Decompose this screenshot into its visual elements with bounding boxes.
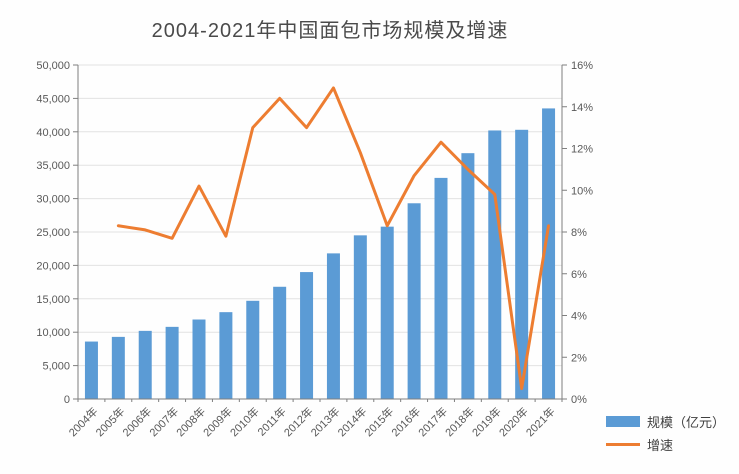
right-axis-label: 12% (571, 144, 593, 156)
right-axis-label: 14% (571, 102, 593, 114)
bar-2005 (111, 336, 125, 399)
left-axis-label: 15,000 (36, 294, 70, 306)
bar-2013 (326, 253, 340, 399)
x-axis-label: 2017年 (415, 404, 450, 439)
x-axis-label: 2012年 (281, 404, 316, 439)
left-axis-labels: 0 5,000 10,000 15,000 20,000 25,000 30,000 35,0… (36, 60, 70, 406)
left-axis-label: 20,000 (36, 260, 70, 272)
bar-2007 (165, 326, 179, 399)
legend-item-growth: 增速 (606, 433, 725, 456)
x-axis-label: 2016年 (388, 404, 423, 439)
x-axis-label: 2013年 (308, 404, 343, 439)
legend: 规模（亿元） 增速 (606, 410, 725, 456)
bar-2009 (219, 312, 233, 399)
bar-2016 (407, 203, 421, 399)
legend-item-scale: 规模（亿元） (606, 410, 725, 433)
growth-line (116, 86, 551, 391)
bar-2020 (515, 129, 529, 399)
x-axis-label: 2010年 (227, 404, 262, 439)
x-axis-label: 2019年 (469, 404, 504, 439)
x-axis-label: 2006年 (119, 404, 154, 439)
right-axis-label: 10% (571, 185, 593, 197)
bar-2008 (192, 319, 206, 399)
bar-2011 (273, 286, 287, 399)
bar-2012 (300, 272, 314, 399)
right-axis-label: 0% (571, 394, 587, 406)
x-axis-label: 2008年 (173, 404, 208, 439)
bar-2018 (461, 153, 475, 399)
x-axis-label: 2020年 (496, 404, 531, 439)
bar-2014 (353, 235, 367, 399)
bar-2015 (380, 226, 394, 399)
x-axis-label: 2014年 (334, 404, 369, 439)
right-axis-label: 8% (571, 227, 587, 239)
left-axis-label: 35,000 (36, 160, 70, 172)
x-axis-label: 2021年 (523, 404, 558, 439)
x-axis-label: 2004年 (66, 404, 101, 439)
left-axis-label: 40,000 (36, 127, 70, 139)
right-axis-label: 6% (571, 269, 587, 281)
right-axis-label: 16% (571, 60, 593, 72)
bar-2010 (246, 300, 260, 399)
legend-label-growth: 增速 (647, 438, 674, 453)
left-axis-label: 25,000 (36, 227, 70, 239)
left-axis-label: 5,000 (42, 361, 70, 373)
x-axis-label: 2009年 (200, 404, 235, 439)
legend-bar-swatch (606, 416, 640, 427)
right-axis-label: 2% (571, 352, 587, 364)
x-axis-label: 2005年 (92, 404, 127, 439)
left-axis-label: 45,000 (36, 93, 70, 105)
axes (73, 64, 567, 402)
x-axis-labels: 2004年2005年2006年2007年2008年2009年2010年2011年… (66, 404, 558, 439)
bar-2006 (138, 330, 152, 399)
left-axis-label: 0 (64, 394, 70, 406)
bar-2019 (488, 130, 502, 400)
right-axis-labels: 0% 2% 4% 6% 8% 10% 12% 14% 16% (571, 60, 593, 406)
x-axis-label: 2007年 (146, 404, 181, 439)
x-axis-label: 2018年 (442, 404, 477, 439)
bar-2017 (434, 177, 448, 399)
chart-title: 2004-2021年中国面包市场规模及增速 (151, 20, 509, 42)
legend-label-scale: 规模（亿元） (647, 415, 726, 430)
bar-2004 (84, 341, 98, 399)
bar-2021 (542, 108, 556, 400)
left-axis-label: 10,000 (36, 327, 70, 339)
x-axis-label: 2015年 (361, 404, 396, 439)
left-axis-label: 50,000 (36, 60, 70, 72)
left-axis-label: 30,000 (36, 194, 70, 206)
gridlines (78, 64, 562, 367)
growth-line-series (116, 86, 551, 391)
legend-line-swatch (606, 443, 640, 446)
bars-series (84, 108, 556, 400)
right-axis-label: 4% (571, 311, 587, 323)
